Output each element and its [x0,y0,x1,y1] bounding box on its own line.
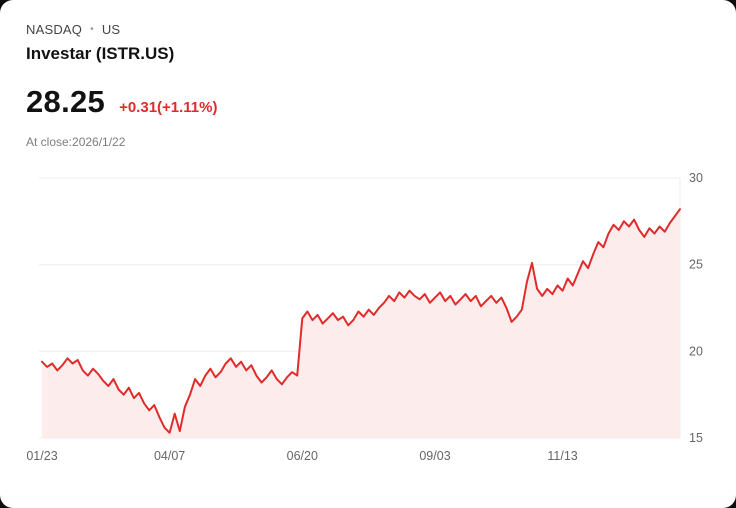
svg-text:11/13: 11/13 [547,449,577,463]
exchange-label: NASDAQ [26,22,83,37]
svg-text:30: 30 [689,171,703,185]
svg-text:20: 20 [689,344,703,358]
separator-dot-icon: • [90,24,94,35]
svg-text:25: 25 [689,258,703,272]
price-change: +0.31(+1.11%) [119,99,218,116]
svg-text:01/23: 01/23 [26,449,57,463]
svg-text:04/07: 04/07 [154,449,185,463]
region-label: US [101,22,121,37]
exchange-row: NASDAQ • US [26,22,710,38]
instrument-title: Investar (ISTR.US) [26,44,175,63]
svg-text:06/20: 06/20 [287,449,318,463]
header: NASDAQ • US Investar (ISTR.US) 28.25 +0.… [0,0,736,149]
price-row: 28.25 +0.31(+1.11%) [26,85,710,119]
svg-text:15: 15 [689,431,703,445]
last-price: 28.25 [26,84,106,119]
price-chart-svg[interactable]: 15 20 25 30 01/23 04/07 06/20 09/03 11/13 [0,160,736,500]
at-close-label: At close:2026/1/22 [26,135,126,149]
svg-text:09/03: 09/03 [419,449,450,463]
